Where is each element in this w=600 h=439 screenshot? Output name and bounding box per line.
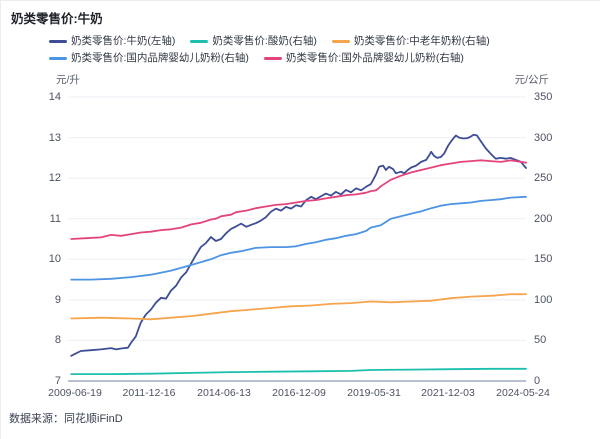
right-axis-tick: 350 <box>534 91 553 103</box>
x-axis-tick: 2009-06-19 <box>48 387 102 399</box>
left-axis-unit: 元/升 <box>56 74 80 86</box>
legend-label: 奶类零售价:牛奶(左轴) <box>71 35 176 47</box>
left-axis-tick: 7 <box>54 375 61 387</box>
left-axis-tick: 14 <box>48 91 61 103</box>
legend-label: 奶类零售价:国内品牌婴幼儿奶粉(右轴) <box>71 52 249 64</box>
x-axis-tick: 2021-12-03 <box>421 387 475 399</box>
series-line-milk <box>70 133 527 357</box>
legend-label: 奶类零售价:国外品牌婴幼儿奶粉(右轴) <box>285 52 464 64</box>
left-axis-tick: 11 <box>49 213 61 225</box>
right-axis-tick: 50 <box>534 334 547 346</box>
legend-swatch-yogurt <box>190 39 209 43</box>
right-axis-tick: 0 <box>534 375 541 387</box>
right-axis-unit: 元/公斤 <box>514 74 549 86</box>
left-axis-tick: 9 <box>54 294 61 306</box>
right-axis-tick: 150 <box>534 253 553 265</box>
left-axis-tick: 12 <box>48 172 61 184</box>
chart-legend: 奶类零售价:牛奶(左轴) 奶类零售价:酸奶(右轴) 奶类零售价:中老年奶粉(右轴) 奶… <box>49 34 549 65</box>
legend-item-yogurt[interactable]: 奶类零售价:酸奶(右轴) <box>190 34 317 48</box>
legend-item-foreign-infant[interactable]: 奶类零售价:国外品牌婴幼儿奶粉(右轴) <box>263 51 464 65</box>
x-axis-tick: 2016-12-09 <box>272 387 326 399</box>
x-axis-tick: 2014-06-13 <box>197 387 251 399</box>
x-axis-tick: 2019-05-31 <box>347 387 401 399</box>
series-line-foreign-infant <box>70 159 527 240</box>
right-axis-tick: 300 <box>534 132 553 144</box>
left-axis-tick: 8 <box>54 334 61 346</box>
series-line-domestic-infant <box>70 195 527 281</box>
right-axis-tick: 100 <box>534 294 553 306</box>
legend-swatch-elder-powder <box>331 39 350 43</box>
right-axis-tick: 200 <box>534 213 553 225</box>
left-axis-tick: 10 <box>48 253 61 265</box>
legend-label: 奶类零售价:中老年奶粉(右轴) <box>353 35 490 47</box>
legend-item-domestic-infant[interactable]: 奶类零售价:国内品牌婴幼儿奶粉(右轴) <box>49 51 249 65</box>
right-axis-tick: 250 <box>534 172 553 184</box>
page-title: 奶类零售价:牛奶 <box>11 12 103 26</box>
legend-swatch-foreign-infant <box>263 56 282 60</box>
legend-item-elder-powder[interactable]: 奶类零售价:中老年奶粉(右轴) <box>331 34 490 48</box>
data-source: 数据来源：同花顺iFinD <box>9 413 123 425</box>
left-axis-tick: 13 <box>48 132 61 144</box>
legend-swatch-milk <box>49 39 67 43</box>
series-line-elder-powder <box>70 293 527 321</box>
series-line-yogurt <box>70 367 527 376</box>
x-axis-tick: 2011-12-16 <box>122 387 176 399</box>
x-axis-tick: 2024-05-24 <box>496 387 550 399</box>
legend-swatch-domestic-infant <box>49 56 67 60</box>
legend-label: 奶类零售价:酸奶(右轴) <box>212 35 317 47</box>
legend-item-milk[interactable]: 奶类零售价:牛奶(左轴) <box>49 34 175 48</box>
